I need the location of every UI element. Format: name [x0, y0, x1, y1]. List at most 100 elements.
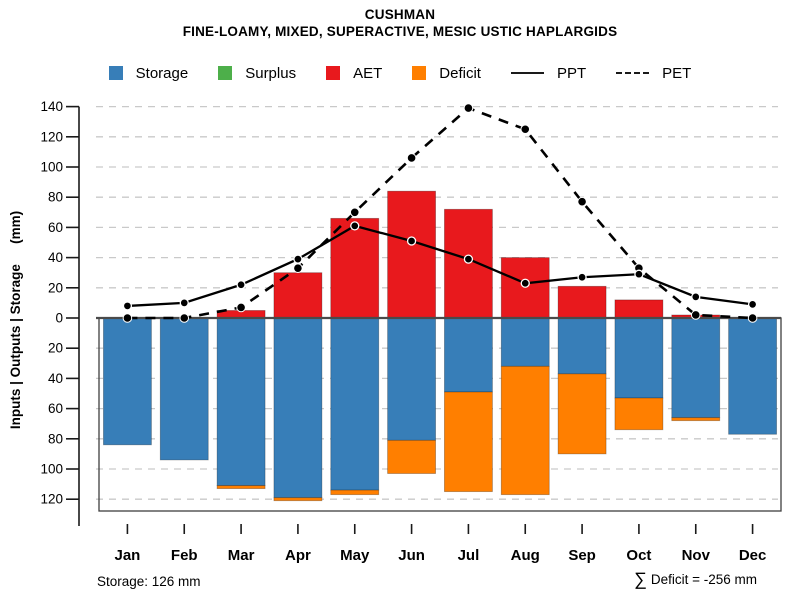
- x-tick-label-aug: Aug: [511, 547, 540, 564]
- y-tick-label-60: 60: [48, 401, 63, 416]
- bars: [103, 190, 777, 502]
- pet-point-jan: [122, 313, 133, 323]
- deficit-bar-sep: [557, 373, 607, 455]
- ppt-point-aug: [520, 278, 530, 288]
- legend-item-aet: AET: [326, 65, 382, 82]
- gridlines: [96, 105, 778, 500]
- storage-bar-mar: [216, 317, 266, 487]
- ppt-point-sep: [577, 272, 587, 282]
- aet-bar-sep: [557, 285, 607, 319]
- aet-bar-may: [330, 217, 380, 319]
- ppt-point-feb: [179, 298, 189, 308]
- ppt-point-jul: [463, 254, 474, 264]
- storage-annotation-text: Storage: 126 mm: [97, 574, 201, 589]
- pet-swatch-line-dashed: [616, 72, 650, 74]
- y-axis: 0 20 40 60 80 100 120 140 20 40 60 80 100 120: [40, 99, 80, 526]
- storage-bar-jun: [387, 317, 436, 441]
- legend-item-ppt: PPT: [510, 64, 587, 82]
- legend-label-pet: PET: [662, 64, 692, 82]
- y-tick-label-140: 140: [40, 99, 63, 114]
- x-tick-label-sep: Sep: [568, 547, 596, 564]
- y-tick-label-20: 20: [48, 341, 63, 356]
- chart-title: CUSHMAN: [364, 7, 436, 22]
- pet-point-nov: [690, 310, 701, 320]
- y-tick-label-100: 100: [40, 160, 63, 175]
- y-tick-label-80: 80: [48, 431, 63, 446]
- legend-label-surplus: Surplus: [245, 64, 297, 82]
- ppt-point-nov: [691, 292, 701, 302]
- chart-header: CUSHMAN FINE-LOAMY, MIXED, SUPERACTIVE, …: [0, 7, 800, 39]
- pet-point-may: [349, 207, 360, 218]
- x-tick-label-may: May: [340, 547, 370, 564]
- deficit-sum-annotation: ∑ Deficit = -256 mm: [634, 570, 757, 588]
- deficit-bar-mar: [216, 485, 266, 490]
- y-tick-label-120: 120: [40, 129, 63, 144]
- legend-label-ppt: PPT: [556, 64, 587, 82]
- x-tick-label-dec: Dec: [739, 547, 767, 564]
- legend-item-storage: Storage: [108, 64, 189, 82]
- deficit-bar-nov: [671, 417, 721, 422]
- ppt-line: [122, 221, 758, 311]
- deficit-bar-may: [330, 489, 380, 496]
- storage-bar-nov: [671, 317, 721, 419]
- x-tick-label-nov: Nov: [682, 547, 711, 564]
- legend-label-aet: AET: [353, 64, 383, 82]
- storage-bar-oct: [614, 317, 664, 399]
- aet-bar-jun: [387, 190, 436, 319]
- aet-bar-oct: [614, 299, 664, 319]
- ppt-point-mar: [236, 280, 246, 290]
- pet-point-jul: [463, 103, 474, 113]
- ppt-point-apr: [293, 254, 303, 264]
- chart-subtitle: FINE-LOAMY, MIXED, SUPERACTIVE, MESIC US…: [182, 24, 618, 39]
- storage-bar-dec: [728, 317, 777, 435]
- storage-bar-jul: [444, 317, 493, 393]
- x-tick-label-oct: Oct: [626, 547, 651, 564]
- legend-label-storage: Storage: [135, 64, 189, 82]
- y-tick-label-100: 100: [40, 462, 63, 477]
- legend-item-deficit: Deficit: [412, 65, 481, 82]
- x-tick-label-jun: Jun: [398, 547, 425, 564]
- ppt-point-dec: [747, 299, 758, 310]
- pet-point-feb: [179, 313, 190, 323]
- ppt-swatch-line-solid: [510, 72, 544, 74]
- pet-point-dec: [747, 313, 758, 323]
- legend-label-deficit: Deficit: [439, 64, 481, 82]
- y-tick-label-60: 60: [48, 220, 63, 235]
- y-tick-label-120: 120: [40, 492, 63, 507]
- deficit-bar-apr: [273, 497, 323, 502]
- sigma-icon: ∑: [634, 569, 647, 589]
- deficit-bar-jun: [387, 439, 436, 474]
- y-tick-label-80: 80: [48, 190, 63, 205]
- storage-annotation: Storage: 126 mm: [97, 574, 201, 589]
- storage-swatch-square: [108, 66, 123, 80]
- storage-bar-may: [330, 317, 380, 491]
- deficit-bar-aug: [500, 365, 550, 496]
- x-axis: Jan Feb Mar Apr May Jun Jul Aug Sep Oct Nov Dec: [114, 524, 766, 564]
- ppt-point-oct: [634, 269, 644, 279]
- storage-bar-sep: [557, 317, 607, 375]
- y-tick-label-40: 40: [48, 371, 63, 386]
- x-tick-label-feb: Feb: [171, 547, 198, 564]
- storage-bar-apr: [273, 317, 323, 499]
- storage-bar-feb: [159, 317, 209, 461]
- deficit-bar-oct: [614, 397, 664, 431]
- y-tick-label-0: 0: [55, 311, 63, 326]
- ppt-point-may: [350, 221, 360, 231]
- ppt-point-jun: [406, 236, 417, 246]
- storage-bar-aug: [500, 317, 550, 367]
- legend-item-pet: PET: [616, 65, 691, 82]
- pet-point-sep: [577, 196, 587, 207]
- pet-point-jun: [406, 153, 417, 163]
- y-tick-label-40: 40: [48, 250, 63, 265]
- deficit-annotation-text: Deficit = -256 mm: [650, 571, 757, 587]
- x-tick-label-jan: Jan: [114, 547, 140, 564]
- legend-item-surplus: Surplus: [218, 65, 296, 82]
- deficit-swatch-square: [412, 66, 427, 80]
- surplus-swatch-square: [218, 66, 233, 80]
- deficit-bar-jul: [444, 391, 493, 493]
- pet-point-aug: [520, 124, 531, 135]
- x-tick-label-jul: Jul: [458, 547, 480, 564]
- pet-point-mar: [236, 302, 246, 313]
